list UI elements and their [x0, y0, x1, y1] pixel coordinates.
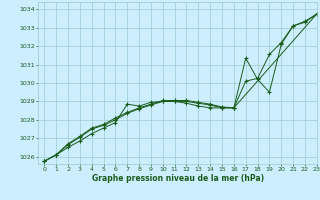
X-axis label: Graphe pression niveau de la mer (hPa): Graphe pression niveau de la mer (hPa)	[92, 174, 264, 183]
